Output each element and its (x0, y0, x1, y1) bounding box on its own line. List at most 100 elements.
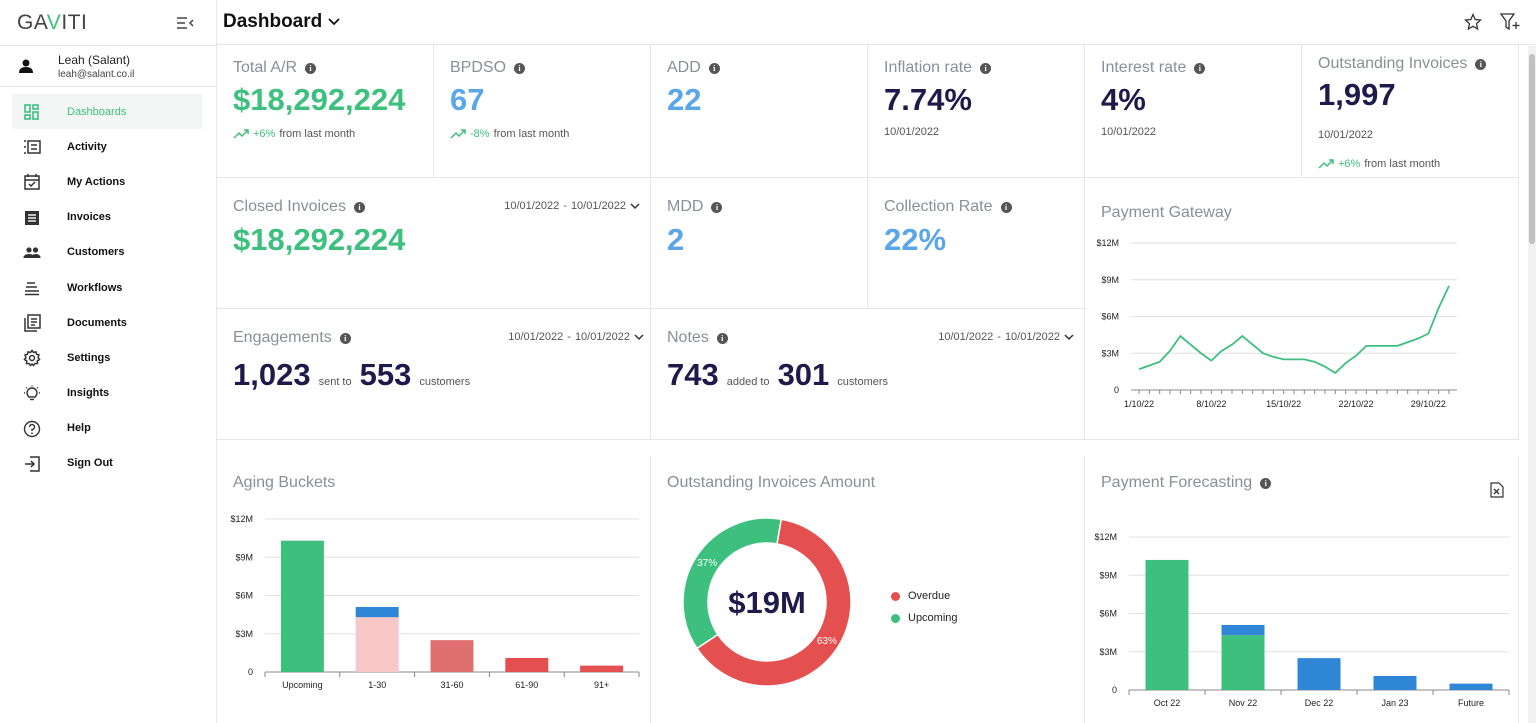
kpi-add[interactable]: ADD i 22 (651, 45, 868, 178)
kpi-value: 22 (667, 82, 702, 117)
date-range-picker[interactable]: 10/01/2022-10/01/2022 (938, 331, 1074, 343)
scrollbar-thumb[interactable] (1529, 54, 1535, 244)
export-excel-icon[interactable] (1490, 482, 1504, 498)
engagements-summary: 1,023 sent to 553 customers (233, 357, 470, 393)
gear-icon (23, 349, 41, 367)
favorite-star-icon[interactable] (1464, 13, 1482, 31)
add-filter-icon[interactable] (1500, 13, 1520, 31)
user-profile[interactable]: Leah (Salant) leah@salant.co.il (0, 45, 217, 87)
sidebar-item-workflows[interactable]: Workflows (0, 270, 217, 305)
sidebar-item-label: Workflows (67, 281, 123, 294)
user-email: leah@salant.co.il (58, 69, 135, 80)
y-tick-label: $3M (1099, 647, 1117, 657)
payment-forecasting-panel: Payment Forecasting i 0 $3M $6M $9M $12M Oct 2… (1085, 456, 1519, 723)
x-tick-label: 22/10/22 (1338, 399, 1373, 409)
legend-label: Upcoming (908, 612, 958, 624)
x-tick-label: 15/10/22 (1266, 399, 1301, 409)
logo[interactable]: GAVITI (17, 11, 88, 34)
legend-item-upcoming[interactable]: Upcoming (891, 612, 958, 624)
sidebar-item-label: Settings (67, 351, 111, 364)
sidebar-item-label: My Actions (67, 175, 126, 188)
info-icon[interactable]: i (980, 62, 992, 74)
info-icon[interactable]: i (1475, 58, 1487, 70)
sidebar-item-help[interactable]: Help (0, 411, 217, 446)
kpi-interest-rate[interactable]: Interest rate i 4% 10/01/2022 (1085, 45, 1302, 178)
trend-up-icon (450, 129, 466, 139)
card-title: Outstanding Invoices (1318, 55, 1468, 72)
summary-text: sent to (318, 376, 352, 388)
people-icon (23, 247, 41, 258)
sidebar-item-documents[interactable]: Documents (0, 305, 217, 340)
kpi-total-ar[interactable]: Total A/R i $18,292,224 +6% from last mont… (217, 45, 434, 178)
info-icon[interactable]: i (353, 201, 365, 213)
kpi-value: 4% (1101, 82, 1146, 117)
sidebar-item-invoices[interactable]: Invoices (0, 200, 217, 235)
kpi-value: 67 (450, 82, 485, 117)
sidebar-item-settings[interactable]: Settings (0, 340, 217, 375)
collapse-sidebar-icon[interactable] (176, 16, 194, 30)
sidebar-item-insights[interactable]: Insights (0, 376, 217, 411)
page-scrollbar[interactable] (1528, 46, 1536, 723)
payment-gateway-panel: Payment Gateway 0 $3M $6M $9M $12M 1/10/22 8/1… (1085, 178, 1519, 440)
card-title: ADD (667, 59, 701, 76)
card-title: Outstanding Invoices Amount (667, 474, 876, 491)
donut-slice (695, 518, 852, 687)
legend-item-overdue[interactable]: Overdue (891, 590, 958, 602)
bar (355, 606, 399, 618)
kpi-mdd[interactable]: MDD i 2 (651, 178, 868, 309)
kpi-value: $18,292,224 (233, 82, 406, 117)
info-icon[interactable]: i (711, 201, 723, 213)
y-tick-label: $3M (235, 629, 253, 639)
activity-icon (24, 140, 41, 154)
donut-slice (682, 517, 783, 650)
kpi-bpdso[interactable]: BPDSO i 67 -8% from last month (434, 45, 651, 178)
kpi-value: $18,292,224 (233, 222, 406, 257)
trend-text: from last month (493, 128, 570, 140)
trend-indicator: -8% from last month (450, 128, 569, 140)
date-range-picker[interactable]: 10/01/2022-10/01/2022 (504, 200, 640, 212)
calendar-check-icon (24, 174, 40, 191)
range-from: 10/01/2022 (938, 331, 994, 343)
y-tick-label: $12M (1096, 238, 1119, 248)
chevron-down-icon (328, 18, 340, 26)
kpi-outstanding-invoices[interactable]: Outstanding Invoices i 1,997 10/01/2022 +… (1302, 45, 1519, 178)
info-icon[interactable]: i (1000, 201, 1012, 213)
info-icon[interactable]: i (514, 62, 526, 74)
sign-out-icon (25, 456, 40, 472)
info-icon[interactable]: i (716, 332, 728, 344)
sidebar-item-customers[interactable]: Customers (0, 235, 217, 270)
sidebar-item-label: Dashboards (67, 105, 127, 118)
payment-gateway-chart: 0 $3M $6M $9M $12M 1/10/22 8/10/22 15/10/22 22/1… (1096, 238, 1457, 409)
card-title: BPDSO (450, 59, 507, 76)
card-title: Collection Rate (884, 198, 993, 215)
sidebar-item-dashboards[interactable]: Dashboards (12, 94, 202, 130)
kpi-inflation-rate[interactable]: Inflation rate i 7.74% 10/01/2022 (868, 45, 1085, 178)
notes-count: 743 (667, 357, 719, 392)
notes-card[interactable]: Notes i 10/01/2022-10/01/2022 743 added to… (651, 309, 1085, 440)
y-tick-label: $6M (1101, 312, 1119, 322)
sidebar-item-activity[interactable]: Activity (0, 129, 217, 164)
info-icon[interactable]: i (339, 332, 351, 344)
card-title: MDD (667, 198, 704, 215)
legend-dot (891, 591, 900, 601)
summary-text: customers (419, 376, 471, 388)
kpi-collection-rate[interactable]: Collection Rate i 22% (868, 178, 1085, 309)
sidebar-item-sign-out[interactable]: Sign Out (0, 446, 217, 481)
legend-dot (891, 613, 900, 623)
sidebar-item-my-actions[interactable]: My Actions (0, 164, 217, 199)
info-icon[interactable]: i (1194, 62, 1206, 74)
sidebar-item-label: Insights (67, 387, 110, 400)
y-tick-label: $3M (1101, 348, 1119, 358)
engagements-card[interactable]: Engagements i 10/01/2022-10/01/2022 1,023… (217, 309, 651, 440)
info-icon[interactable]: i (1260, 477, 1272, 489)
chevron-down-icon (634, 333, 644, 340)
kpi-closed-invoices[interactable]: Closed Invoices i 10/01/2022-10/01/2022 $… (217, 178, 651, 309)
range-separator: - (997, 331, 1001, 343)
date-range-picker[interactable]: 10/01/2022-10/01/2022 (508, 331, 644, 343)
info-icon[interactable]: i (708, 62, 720, 74)
bar (1373, 675, 1417, 690)
card-title: Aging Buckets (233, 474, 336, 491)
info-icon[interactable]: i (305, 62, 317, 74)
dashboard-selector[interactable]: Dashboard (223, 11, 340, 33)
customer-count: 553 (359, 357, 412, 392)
